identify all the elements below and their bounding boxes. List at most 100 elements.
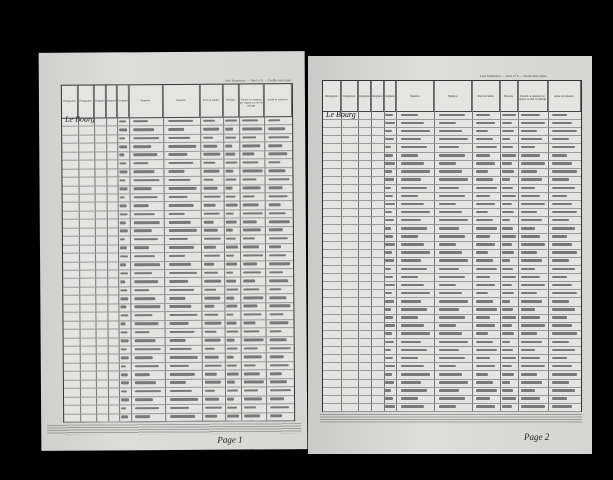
handwritten-entry — [134, 280, 158, 283]
handwritten-entry — [242, 127, 262, 131]
handwritten-entry — [521, 397, 540, 400]
handwritten-entry — [242, 220, 257, 224]
handwritten-entry — [168, 204, 194, 207]
handwritten-entry — [475, 332, 489, 335]
handwritten-entry — [400, 316, 418, 319]
handwritten-entry — [385, 381, 394, 384]
table-row — [323, 362, 581, 372]
table-row — [323, 354, 581, 364]
handwritten-entry — [225, 229, 234, 232]
handwritten-entry — [226, 347, 238, 350]
handwritten-entry — [502, 178, 511, 181]
handwritten-entry — [243, 296, 263, 300]
handwritten-entry — [400, 259, 421, 262]
table-row — [323, 257, 581, 267]
handwritten-entry — [119, 238, 125, 241]
handwritten-entry — [521, 251, 538, 254]
handwritten-entry — [203, 279, 222, 283]
handwritten-entry — [521, 145, 536, 149]
handwritten-entry — [552, 332, 578, 335]
table-row — [323, 273, 581, 283]
handwritten-entry — [133, 195, 158, 199]
handwritten-entry — [243, 245, 259, 249]
table-row — [323, 338, 581, 348]
handwritten-entry — [502, 283, 512, 287]
handwritten-entry — [225, 127, 234, 131]
handwritten-entry — [204, 288, 217, 291]
handwritten-entry — [502, 162, 512, 165]
handwritten-entry — [243, 287, 259, 291]
handwritten-entry — [119, 196, 125, 199]
handwritten-entry — [226, 364, 237, 367]
handwritten-entry — [119, 255, 129, 258]
handwritten-entry — [502, 324, 512, 327]
handwritten-entry — [385, 308, 391, 311]
handwritten-entry — [521, 162, 545, 165]
handwritten-entry — [552, 129, 578, 133]
handwritten-entry — [203, 186, 218, 190]
handwritten-entry — [385, 316, 393, 319]
column-divider — [396, 81, 398, 411]
handwritten-entry — [268, 220, 290, 223]
handwritten-entry — [202, 127, 219, 131]
table-row — [323, 314, 581, 323]
handwritten-entry — [168, 246, 194, 249]
handwritten-entry — [521, 113, 540, 117]
handwritten-entry — [475, 300, 493, 303]
handwritten-entry — [269, 304, 291, 308]
handwritten-entry — [225, 220, 237, 224]
handwritten-entry — [400, 340, 421, 344]
handwritten-entry — [552, 397, 567, 400]
handwritten-entry — [226, 330, 239, 333]
handwritten-entry — [242, 178, 257, 181]
handwritten-entry — [475, 324, 495, 327]
handwritten-entry — [243, 330, 260, 333]
handwritten-entry — [438, 210, 462, 214]
handwritten-entry — [204, 322, 222, 325]
handwritten-entry — [385, 332, 392, 335]
handwritten-entry — [552, 259, 570, 262]
handwritten-entry — [400, 129, 431, 133]
table-row — [323, 119, 581, 129]
column-header: Numéros — [396, 81, 435, 111]
handwritten-entry — [169, 355, 198, 359]
handwritten-entry — [134, 390, 162, 393]
handwritten-entry — [242, 119, 258, 122]
handwritten-entry — [268, 186, 283, 190]
handwritten-entry — [133, 153, 157, 157]
handwritten-entry — [168, 187, 197, 190]
handwritten-entry — [438, 316, 466, 319]
handwritten-entry — [400, 356, 418, 360]
table-row — [323, 225, 581, 234]
handwritten-entry — [385, 145, 391, 149]
handwritten-entry — [244, 397, 262, 401]
handwritten-entry — [552, 235, 567, 238]
handwritten-entry — [552, 275, 567, 279]
handwritten-entry — [552, 308, 575, 311]
handwritten-entry — [552, 243, 573, 246]
handwritten-entry — [438, 218, 469, 222]
handwritten-entry — [502, 364, 512, 368]
handwritten-entry — [521, 348, 536, 352]
handwritten-entry — [552, 348, 575, 352]
handwritten-entry — [226, 381, 236, 384]
handwritten-entry — [552, 210, 578, 214]
table-row — [323, 330, 581, 339]
handwritten-entry — [552, 381, 570, 384]
handwritten-entry — [400, 210, 431, 214]
handwritten-entry — [475, 137, 493, 141]
handwritten-entry — [168, 288, 195, 292]
handwritten-entry — [400, 283, 425, 287]
handwritten-entry — [167, 128, 185, 131]
handwritten-entry — [552, 364, 573, 368]
handwritten-entry — [227, 414, 240, 418]
handwritten-entry — [475, 373, 489, 376]
table-row — [323, 233, 581, 242]
handwritten-entry — [475, 186, 497, 190]
handwritten-entry — [521, 121, 545, 125]
handwritten-entry — [438, 356, 466, 360]
handwritten-entry — [438, 300, 469, 303]
handwritten-entry — [269, 397, 285, 401]
handwritten-entry — [400, 300, 421, 303]
handwritten-entry — [133, 229, 152, 233]
